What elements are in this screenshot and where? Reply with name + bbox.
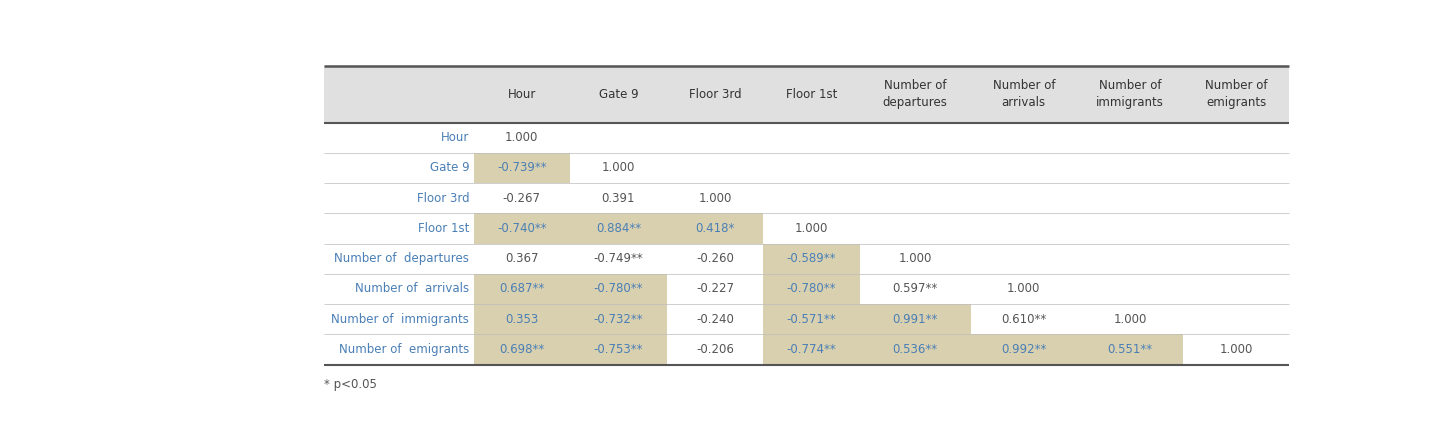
Text: 1.000: 1.000 (699, 192, 732, 204)
Text: 0.992**: 0.992** (1002, 343, 1046, 356)
Text: -0.267: -0.267 (502, 192, 541, 204)
Text: 0.597**: 0.597** (893, 283, 938, 296)
Bar (763, 304, 860, 334)
Text: Floor 3rd: Floor 3rd (416, 192, 469, 204)
Text: 1.000: 1.000 (795, 222, 828, 235)
Text: Gate 9: Gate 9 (598, 88, 639, 101)
Bar (667, 213, 763, 244)
Text: -0.227: -0.227 (696, 283, 733, 296)
Text: Number of
arrivals: Number of arrivals (993, 79, 1055, 109)
Text: Floor 1st: Floor 1st (786, 88, 837, 101)
Text: -0.774**: -0.774** (786, 343, 837, 356)
Bar (474, 213, 570, 244)
Text: 0.353: 0.353 (505, 313, 538, 326)
Text: 0.536**: 0.536** (893, 343, 938, 356)
Text: 0.698**: 0.698** (499, 343, 544, 356)
Bar (570, 334, 667, 364)
Bar (570, 274, 667, 304)
Text: Number of  emigrants: Number of emigrants (339, 343, 469, 356)
Text: -0.780**: -0.780** (594, 283, 643, 296)
Bar (763, 334, 860, 364)
Text: -0.589**: -0.589** (786, 252, 837, 265)
Text: 1.000: 1.000 (898, 252, 931, 265)
Text: -0.749**: -0.749** (594, 252, 643, 265)
Text: * p<0.05: * p<0.05 (324, 378, 377, 391)
Text: -0.206: -0.206 (696, 343, 733, 356)
Text: Hour: Hour (441, 131, 469, 144)
Text: Number of  arrivals: Number of arrivals (354, 283, 469, 296)
Text: Number of
emigrants: Number of emigrants (1205, 79, 1267, 109)
Bar (474, 334, 570, 364)
Bar (474, 274, 570, 304)
Text: 0.884**: 0.884** (596, 222, 641, 235)
Text: 0.610**: 0.610** (1002, 313, 1046, 326)
Bar (763, 274, 860, 304)
Text: 0.418*: 0.418* (695, 222, 735, 235)
Text: -0.740**: -0.740** (497, 222, 547, 235)
Text: 1.000: 1.000 (1220, 343, 1253, 356)
Text: 1.000: 1.000 (1007, 283, 1040, 296)
Text: 1.000: 1.000 (505, 131, 538, 144)
Text: Number of
departures: Number of departures (883, 79, 947, 109)
Bar (570, 213, 667, 244)
Text: -0.240: -0.240 (696, 313, 733, 326)
Text: Floor 3rd: Floor 3rd (689, 88, 742, 101)
Text: 0.991**: 0.991** (893, 313, 938, 326)
Text: 0.367: 0.367 (505, 252, 538, 265)
Bar (970, 334, 1076, 364)
Text: -0.571**: -0.571** (786, 313, 837, 326)
Bar (324, 66, 1289, 123)
Text: Number of  immigrants: Number of immigrants (331, 313, 469, 326)
Text: -0.780**: -0.780** (786, 283, 837, 296)
Bar (860, 334, 970, 364)
Text: Number of  departures: Number of departures (334, 252, 469, 265)
Text: 0.687**: 0.687** (499, 283, 544, 296)
Text: -0.739**: -0.739** (497, 161, 547, 174)
Text: -0.260: -0.260 (696, 252, 733, 265)
Text: Gate 9: Gate 9 (429, 161, 469, 174)
Text: Hour: Hour (508, 88, 537, 101)
Text: -0.732**: -0.732** (594, 313, 643, 326)
Text: 1.000: 1.000 (1114, 313, 1147, 326)
Text: 0.551**: 0.551** (1108, 343, 1152, 356)
Text: 0.391: 0.391 (601, 192, 636, 204)
Text: -0.753**: -0.753** (594, 343, 643, 356)
Text: Number of
immigrants: Number of immigrants (1096, 79, 1164, 109)
Bar (474, 304, 570, 334)
Bar (860, 304, 970, 334)
Bar (474, 153, 570, 183)
Bar (763, 244, 860, 274)
Bar (1076, 334, 1182, 364)
Text: Floor 1st: Floor 1st (418, 222, 469, 235)
Text: 1.000: 1.000 (601, 161, 636, 174)
Bar (570, 304, 667, 334)
